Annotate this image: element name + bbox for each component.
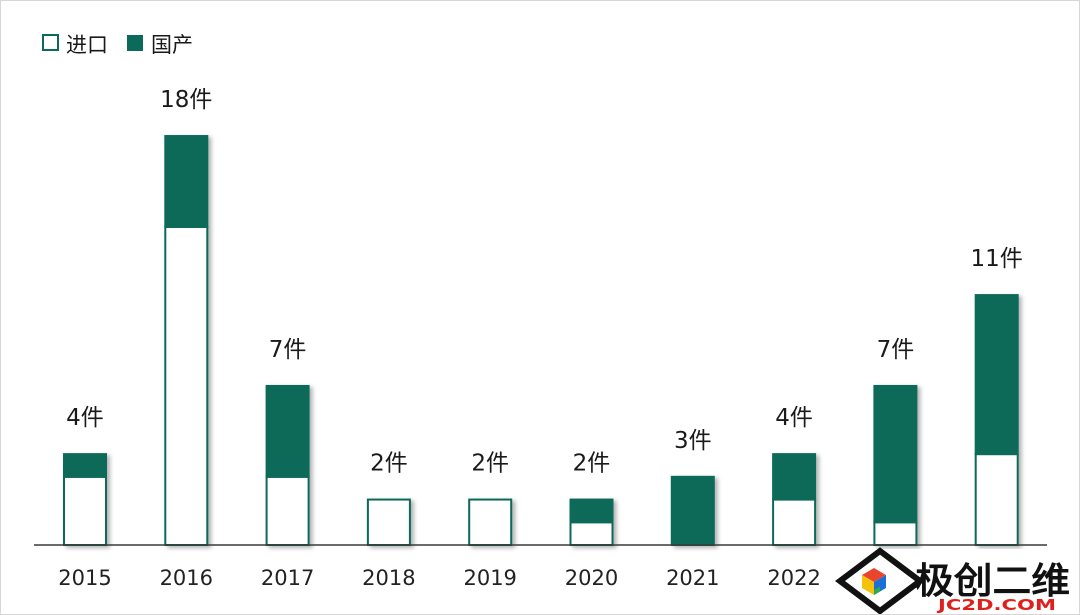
bar-segment-domestic [164,135,209,228]
data-label: 7件 [269,337,307,363]
x-tick-label: 2015 [58,566,111,590]
cube-accent-face [874,586,880,595]
bar-segment-domestic [772,453,817,501]
x-tick-labels: 2015 2016 2017 2018 2019 2020 2021 2022 [58,566,821,590]
bar-segment-domestic [873,384,918,524]
data-label: 18件 [160,87,212,113]
data-label: 4件 [775,405,813,431]
bar-segment-domestic [569,498,614,524]
x-tick-label: 2020 [565,566,618,590]
x-tick-label: 2021 [666,566,719,590]
data-labels: 4件 18件 7件 2件 2件 2件 3件 4件 7件 11件 [66,87,1023,477]
cube-icon [862,568,886,595]
bar-segment-imported [63,475,107,546]
cube-left-face [862,575,874,595]
data-label: 2件 [573,451,611,477]
bar-segment-imported [468,498,513,546]
data-label: 3件 [674,428,712,454]
bar-segment-domestic [63,453,107,478]
x-tick-label: 2018 [362,566,415,590]
data-label: 11件 [971,246,1023,272]
legend-swatch-domestic [127,35,143,51]
legend-label-imported: 进口 [66,33,108,57]
bar-segment-domestic [670,475,715,546]
bar-segment-domestic [974,294,1019,456]
legend-swatch-imported [42,34,59,51]
bar-segment-imported [873,521,918,547]
data-label: 4件 [66,405,104,431]
legend: 进口 国产 [42,33,193,57]
data-label: 2件 [471,451,509,477]
bars [63,135,1019,547]
data-label: 2件 [370,451,408,477]
legend-label-domestic: 国产 [151,33,193,57]
bar-segment-imported [164,225,209,546]
x-tick-label: 2016 [160,566,213,590]
x-tick-label: 2022 [767,566,820,590]
watermark-brand-text: 极创二维 [915,561,1070,602]
bar-segment-imported [265,475,310,546]
bar-segment-domestic [265,384,310,478]
bar-segment-imported [772,498,817,546]
watermark-domain-text: JC2D.COM [937,596,1056,614]
bar-segment-imported [366,498,411,546]
bar-segment-imported [974,453,1019,546]
watermark-logo: 极创二维 JC2D.COM [828,547,1079,615]
x-tick-label: 2019 [463,566,516,590]
x-tick-label: 2017 [261,566,314,590]
bar-segment-imported [569,521,614,547]
data-label: 7件 [877,337,915,363]
